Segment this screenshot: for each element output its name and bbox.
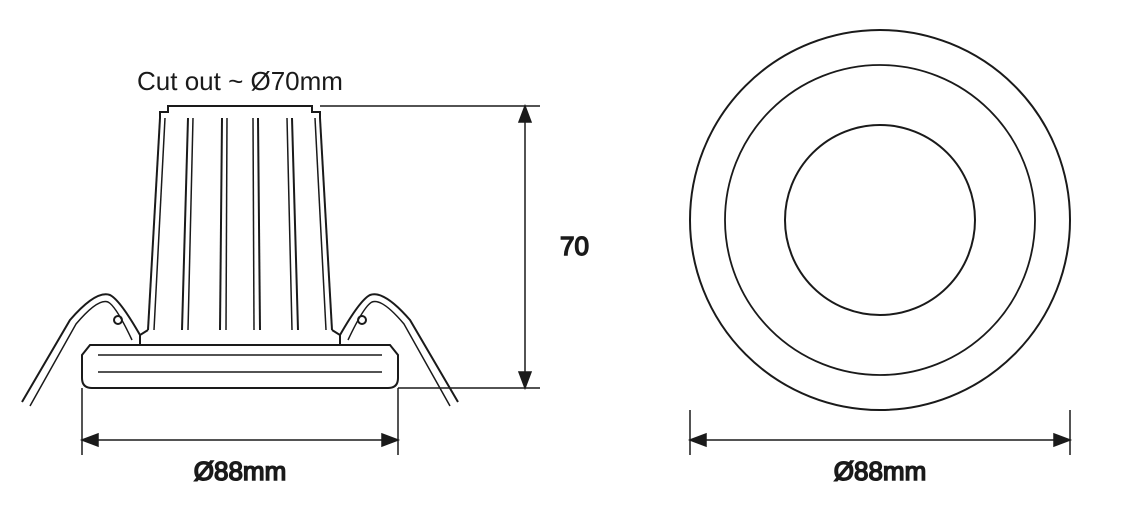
heatsink-body xyxy=(140,106,340,345)
outer-ring xyxy=(690,30,1070,410)
bezel-inner-ring xyxy=(725,65,1035,375)
bezel xyxy=(82,345,398,388)
spring-clips xyxy=(22,294,458,406)
diameter-label-right: Ø88mm xyxy=(834,456,926,486)
diameter-label-left: Ø88mm xyxy=(194,456,286,486)
technical-diagram: Cut out ~ Ø70mm xyxy=(0,0,1136,512)
height-label: 70 xyxy=(560,231,589,261)
diameter-dimension-left: Ø88mm xyxy=(82,388,398,486)
aperture-ring xyxy=(785,125,975,315)
diameter-dimension-right: Ø88mm xyxy=(690,410,1070,486)
top-view: Ø88mm xyxy=(690,30,1070,486)
cutout-label: Cut out ~ Ø70mm xyxy=(137,66,343,96)
side-view: Cut out ~ Ø70mm xyxy=(22,66,589,486)
